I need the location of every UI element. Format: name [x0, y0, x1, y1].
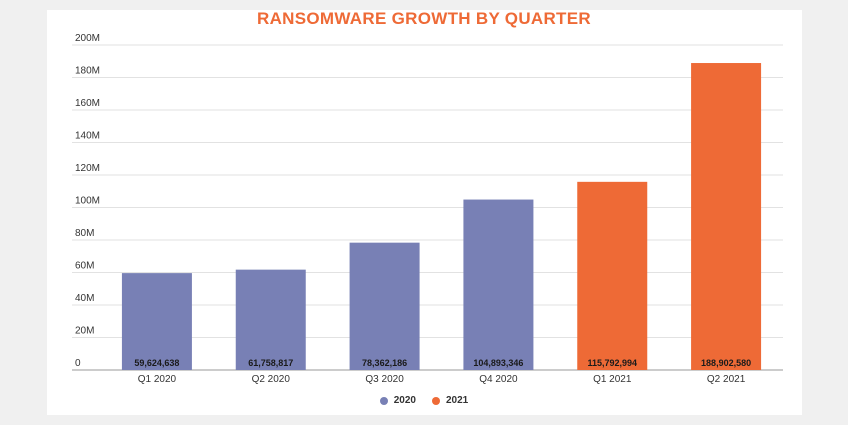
y-tick-label: 80M — [75, 228, 94, 239]
y-tick-label: 0 — [75, 358, 81, 369]
legend-item-2020: 2020 — [379, 395, 416, 406]
x-tick-label: Q1 2020 — [138, 374, 177, 385]
grid-lines — [72, 44, 783, 371]
bar — [349, 242, 420, 370]
y-tick-label: 120M — [75, 163, 100, 174]
data-label: 115,792,994 — [587, 358, 637, 368]
bars — [121, 63, 762, 371]
data-label: 188,902,580 — [701, 358, 751, 368]
y-tick-label: 140M — [75, 131, 100, 142]
y-axis-ticks: 0 20M 40M 60M 80M 100M 120M 140M 160M 180M 200M — [75, 33, 100, 369]
y-tick-label: 180M — [75, 66, 100, 77]
legend-swatch-2021 — [432, 396, 440, 405]
legend-item-2021: 2021 — [432, 395, 468, 406]
bar — [121, 273, 192, 370]
bar — [463, 199, 534, 370]
chart-title: RANSOMWARE GROWTH BY QUARTER — [257, 9, 591, 28]
data-labels: 59,624,638 61,758,817 78,362,186 104,893,34… — [134, 358, 751, 368]
x-tick-label: Q2 2020 — [252, 374, 291, 385]
x-tick-label: Q1 2021 — [593, 374, 632, 385]
x-axis-ticks: Q1 2020 Q2 2020 Q3 2020 Q4 2020 Q1 2021 Q2 20… — [138, 374, 746, 385]
x-tick-label: Q2 2021 — [707, 374, 746, 385]
data-label: 59,624,638 — [134, 358, 179, 368]
y-tick-label: 160M — [75, 98, 100, 109]
y-tick-label: 40M — [75, 293, 94, 304]
data-label: 61,758,817 — [248, 358, 293, 368]
legend-swatch-2020 — [379, 396, 388, 405]
bar — [577, 181, 648, 370]
legend: 2020 2021 — [0, 395, 848, 406]
legend-label-2020: 2020 — [393, 395, 416, 406]
y-tick-label: 20M — [75, 326, 94, 337]
data-label: 78,362,186 — [362, 358, 407, 368]
y-tick-label: 100M — [75, 196, 100, 207]
x-tick-label: Q3 2020 — [365, 374, 404, 385]
y-tick-label: 200M — [75, 33, 100, 44]
bar — [691, 63, 762, 371]
y-tick-label: 60M — [75, 261, 94, 272]
data-label: 104,893,346 — [473, 358, 523, 368]
x-tick-label: Q4 2020 — [479, 374, 518, 385]
legend-label-2021: 2021 — [446, 395, 469, 406]
bar — [235, 269, 306, 370]
